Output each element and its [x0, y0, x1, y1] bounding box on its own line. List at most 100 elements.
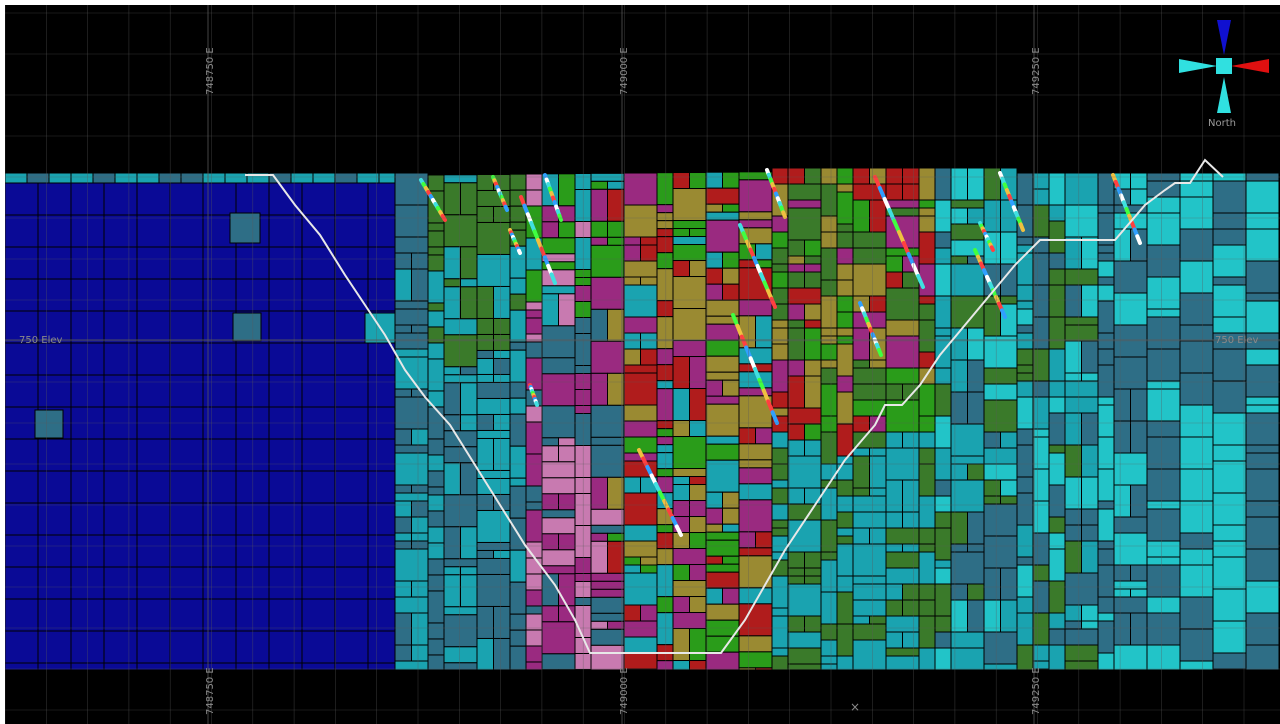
model-block — [804, 551, 822, 569]
easting-label-bottom-1: 748750 E — [205, 667, 216, 715]
model-block — [1212, 316, 1247, 334]
model-block — [541, 605, 559, 623]
model-block — [640, 564, 658, 574]
model-block — [705, 587, 723, 605]
model-block — [820, 367, 838, 385]
model-block — [934, 295, 952, 329]
model-block — [672, 220, 707, 230]
model-block — [722, 171, 740, 189]
model-block — [804, 327, 822, 361]
model-block — [1130, 420, 1148, 454]
model-block — [1113, 532, 1148, 566]
model-block — [493, 317, 511, 335]
model-block — [427, 494, 445, 512]
model-block — [1146, 468, 1181, 502]
model-block — [1146, 244, 1181, 278]
model-block — [950, 263, 985, 297]
model-block — [427, 390, 445, 408]
model-block — [476, 317, 494, 335]
model-block — [1146, 612, 1181, 646]
model-block — [367, 502, 396, 536]
model-block — [541, 269, 576, 287]
compass-center-icon[interactable] — [1216, 58, 1232, 74]
model-block — [656, 300, 674, 318]
model-block — [656, 436, 674, 446]
model-block — [525, 573, 543, 591]
model-block — [443, 286, 461, 320]
model-block — [541, 533, 559, 551]
model-block — [918, 383, 936, 417]
model-block — [590, 532, 608, 542]
model-block — [460, 182, 478, 216]
model-block — [590, 188, 608, 222]
model-block — [427, 590, 445, 624]
model-block — [705, 523, 723, 533]
model-block — [476, 205, 494, 223]
model-block — [804, 239, 822, 257]
model-block — [623, 652, 658, 670]
drillhole-segment — [534, 401, 539, 407]
compass-left-arrow-icon[interactable] — [1179, 59, 1217, 73]
model-block — [852, 247, 887, 265]
model-block — [804, 263, 822, 273]
model-block — [460, 574, 478, 608]
model-block — [5, 566, 39, 600]
model-block — [5, 278, 39, 312]
model-block — [983, 599, 1001, 633]
model-block — [983, 535, 1018, 569]
model-block — [967, 207, 985, 225]
compass-widget[interactable]: North — [1179, 20, 1269, 129]
model-block — [869, 447, 887, 457]
model-block — [918, 167, 936, 201]
model-block — [1064, 268, 1099, 286]
model-block — [1081, 340, 1099, 374]
model-block — [738, 211, 773, 221]
model-block — [541, 653, 576, 671]
section-viewport[interactable]: 748750 E 749000 E 749250 E 748750 E 7490… — [5, 5, 1280, 724]
block-model-section[interactable]: 748750 E 749000 E 749250 E 748750 E 7490… — [5, 5, 1280, 724]
model-block — [787, 487, 805, 505]
model-block — [689, 596, 707, 614]
model-block — [334, 470, 369, 504]
model-block — [623, 564, 641, 574]
model-block — [705, 651, 740, 671]
model-block — [509, 549, 527, 583]
model-block — [460, 286, 478, 320]
model-block — [705, 171, 723, 189]
model-block — [1179, 532, 1214, 550]
model-block — [967, 583, 985, 601]
model-block — [301, 566, 336, 600]
compass-up-arrow-icon[interactable] — [1217, 20, 1231, 55]
model-block — [705, 267, 723, 285]
model-block — [804, 359, 822, 377]
model-block — [1146, 508, 1181, 542]
model-block — [934, 263, 952, 297]
model-block — [103, 214, 138, 248]
model-block — [541, 437, 559, 447]
model-block — [103, 342, 138, 376]
model-block — [334, 374, 369, 408]
model-block — [1113, 452, 1148, 486]
drillhole-segment — [887, 208, 897, 223]
model-block — [885, 479, 903, 513]
model-block — [689, 564, 707, 582]
model-block — [427, 246, 445, 256]
model-block — [590, 580, 625, 590]
model-block — [804, 423, 822, 441]
model-block — [705, 211, 740, 221]
model-block — [804, 255, 822, 265]
model-block — [1146, 564, 1181, 598]
model-block — [1097, 468, 1115, 502]
model-block — [1113, 564, 1131, 582]
model-block — [934, 615, 952, 633]
model-block — [394, 580, 412, 598]
model-block — [525, 405, 543, 423]
model-block — [541, 493, 559, 511]
compass-down-arrow-icon[interactable] — [1217, 77, 1231, 113]
compass-right-arrow-icon[interactable] — [1231, 59, 1269, 73]
model-block — [918, 303, 936, 321]
model-block — [476, 285, 494, 319]
model-block — [394, 612, 412, 646]
model-block — [918, 207, 936, 217]
model-block — [1000, 599, 1018, 633]
